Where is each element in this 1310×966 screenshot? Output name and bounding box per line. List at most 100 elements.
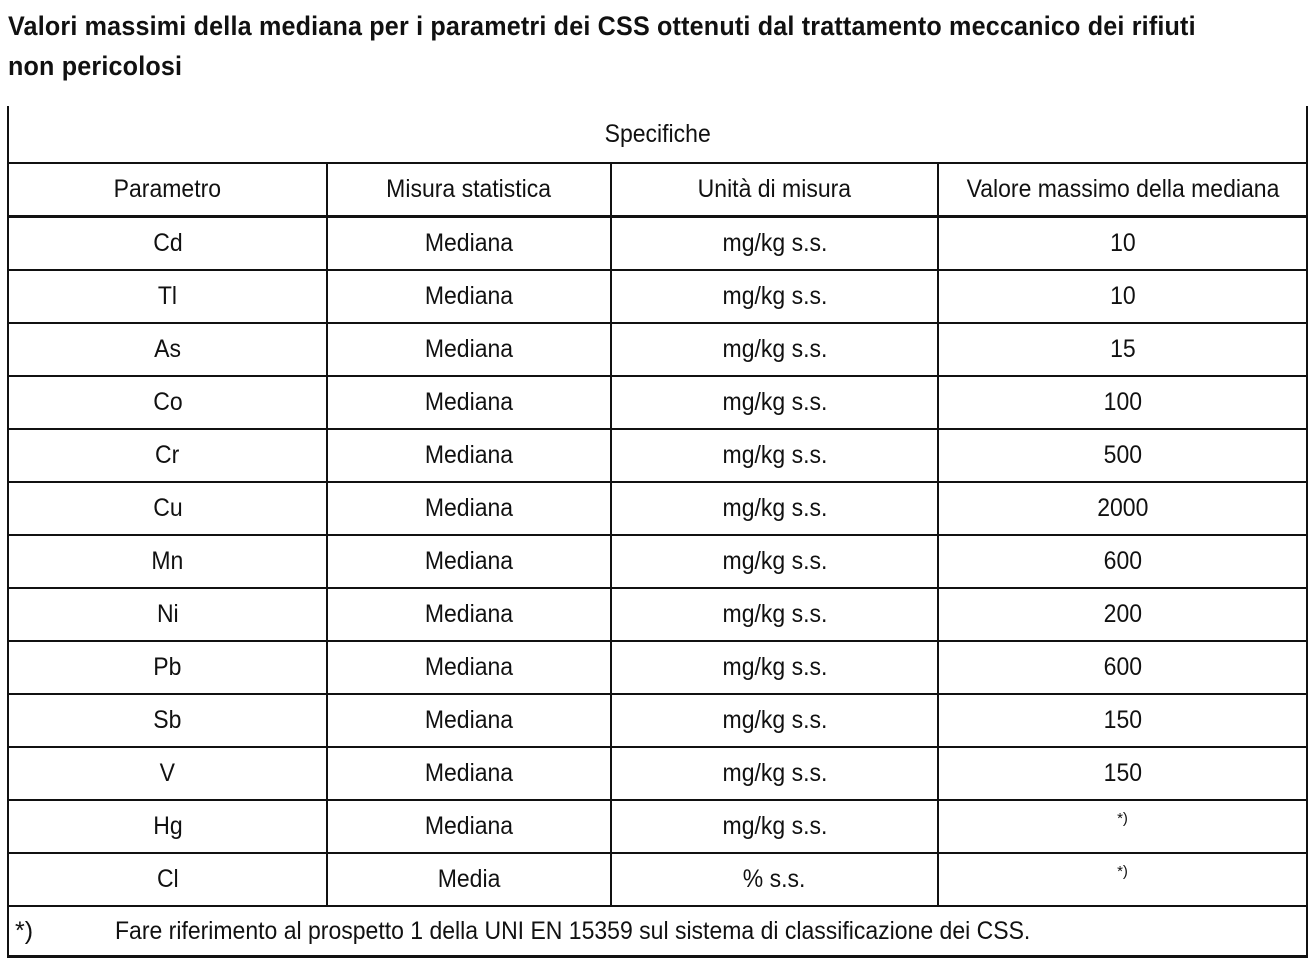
- table-row: Mn Mediana mg/kg s.s. 600: [7, 535, 1309, 589]
- cell-parametro-text: Cu: [152, 494, 183, 522]
- cell-misura-statistica-text: Mediana: [424, 229, 514, 257]
- cell-parametro-text: Pb: [153, 653, 182, 681]
- cell-misura-statistica: Mediana: [326, 323, 612, 377]
- cell-parametro: Tl: [7, 270, 328, 324]
- table-row: Cu Mediana mg/kg s.s. 2000: [7, 482, 1309, 536]
- cell-parametro: Cd: [7, 216, 328, 271]
- cell-parametro-text: Ni: [156, 600, 179, 628]
- table-row: Tl Mediana mg/kg s.s. 10: [7, 270, 1309, 324]
- cell-valore-massimo-text: 600: [1103, 547, 1142, 575]
- cell-valore-massimo: *): [936, 853, 1309, 907]
- cell-valore-massimo-text: 15: [1109, 335, 1136, 363]
- cell-unita-di-misura-text: mg/kg s.s.: [722, 653, 827, 681]
- cell-unita-di-misura: % s.s.: [610, 853, 939, 907]
- cell-valore-massimo: 15: [936, 323, 1309, 377]
- footnote-row: *) Fare riferimento al prospetto 1 della …: [6, 906, 1309, 958]
- cell-unita-di-misura-text: % s.s.: [743, 865, 806, 893]
- cell-unita-di-misura: mg/kg s.s.: [610, 482, 939, 536]
- cell-valore-massimo-text: 500: [1103, 441, 1142, 469]
- cell-unita-di-misura-text: mg/kg s.s.: [722, 335, 827, 363]
- cell-unita-di-misura: mg/kg s.s.: [610, 323, 939, 377]
- cell-parametro-text: Cd: [152, 229, 183, 257]
- cell-unita-di-misura: mg/kg s.s.: [610, 535, 939, 589]
- cell-parametro: Hg: [7, 800, 328, 854]
- cell-misura-statistica: Mediana: [326, 376, 612, 430]
- cell-unita-di-misura-text: mg/kg s.s.: [722, 441, 827, 469]
- cell-parametro-text: Tl: [157, 282, 178, 310]
- cell-misura-statistica-text: Mediana: [424, 335, 514, 363]
- cell-unita-di-misura-text: mg/kg s.s.: [722, 706, 827, 734]
- cell-misura-statistica-text: Mediana: [424, 494, 514, 522]
- cell-parametro-text: Cr: [155, 441, 180, 469]
- cell-misura-statistica-text: Mediana: [424, 706, 514, 734]
- cell-parametro: Pb: [7, 641, 328, 695]
- cell-valore-massimo-text: 10: [1109, 229, 1136, 257]
- table-row: V Mediana mg/kg s.s. 150: [7, 747, 1309, 801]
- cell-misura-statistica: Media: [326, 853, 612, 907]
- cell-unita-di-misura-text: mg/kg s.s.: [722, 547, 827, 575]
- cell-parametro: Cu: [7, 482, 328, 536]
- cell-unita-di-misura: mg/kg s.s.: [610, 800, 939, 854]
- cell-parametro: Co: [7, 376, 328, 430]
- cell-parametro: Mn: [7, 535, 328, 589]
- group-header-row: Specifiche: [6, 106, 1309, 164]
- cell-unita-di-misura: mg/kg s.s.: [610, 270, 939, 324]
- footnote-reference: *): [1117, 863, 1128, 880]
- table-row: Ni Mediana mg/kg s.s. 200: [7, 588, 1309, 642]
- cell-parametro-text: Co: [152, 388, 183, 416]
- cell-valore-massimo: 150: [936, 747, 1309, 801]
- cell-parametro-text: Hg: [152, 812, 183, 840]
- cell-misura-statistica-text: Mediana: [424, 600, 514, 628]
- column-header-valore-massimo: Valore massimo della mediana: [936, 163, 1309, 218]
- cell-misura-statistica: Mediana: [326, 694, 612, 748]
- cell-misura-statistica-text: Mediana: [424, 547, 514, 575]
- cell-misura-statistica: Mediana: [326, 641, 612, 695]
- table-row: Pb Mediana mg/kg s.s. 600: [7, 641, 1309, 695]
- table-row: As Mediana mg/kg s.s. 15: [7, 323, 1309, 377]
- cell-misura-statistica-text: Mediana: [424, 282, 514, 310]
- cell-unita-di-misura: mg/kg s.s.: [610, 641, 939, 695]
- cell-valore-massimo: 10: [936, 216, 1309, 271]
- cell-misura-statistica: Mediana: [326, 482, 612, 536]
- cell-misura-statistica: Mediana: [326, 588, 612, 642]
- column-header-parametro: Parametro: [7, 163, 328, 218]
- cell-valore-massimo: 500: [936, 429, 1309, 483]
- cell-parametro-text: Sb: [153, 706, 182, 734]
- table-row: Cd Mediana mg/kg s.s. 10: [7, 216, 1309, 271]
- cell-parametro: Cl: [7, 853, 328, 907]
- cell-parametro: As: [7, 323, 328, 377]
- cell-valore-massimo-text: 150: [1103, 759, 1142, 787]
- cell-misura-statistica-text: Mediana: [424, 653, 514, 681]
- cell-unita-di-misura: mg/kg s.s.: [610, 216, 939, 271]
- cell-misura-statistica-text: Mediana: [424, 759, 514, 787]
- cell-unita-di-misura: mg/kg s.s.: [610, 376, 939, 430]
- cell-misura-statistica: Mediana: [326, 429, 612, 483]
- cell-misura-statistica: Mediana: [326, 747, 612, 801]
- cell-unita-di-misura-text: mg/kg s.s.: [722, 759, 827, 787]
- document-title: Valori massimi della mediana per i param…: [8, 6, 1217, 86]
- cell-misura-statistica: Mediana: [326, 800, 612, 854]
- cell-valore-massimo-text: 200: [1103, 600, 1142, 628]
- cell-valore-massimo: 150: [936, 694, 1309, 748]
- cell-parametro: V: [7, 747, 328, 801]
- column-header-misura-statistica: Misura statistica: [326, 163, 612, 218]
- cell-valore-massimo-text: 2000: [1096, 494, 1149, 522]
- cell-unita-di-misura-text: mg/kg s.s.: [722, 388, 827, 416]
- cell-misura-statistica-text: Media: [437, 865, 501, 893]
- cell-unita-di-misura: mg/kg s.s.: [610, 747, 939, 801]
- cell-parametro-text: Cl: [156, 865, 179, 893]
- cell-valore-massimo-text: 150: [1103, 706, 1142, 734]
- cell-unita-di-misura-text: mg/kg s.s.: [722, 229, 827, 257]
- specifications-table: Specifiche Parametro Misura statistica U…: [6, 106, 1309, 958]
- cell-valore-massimo-text: 100: [1103, 388, 1142, 416]
- cell-parametro: Ni: [7, 588, 328, 642]
- cell-unita-di-misura: mg/kg s.s.: [610, 694, 939, 748]
- cell-valore-massimo: 600: [936, 535, 1309, 589]
- cell-valore-massimo: 200: [936, 588, 1309, 642]
- cell-valore-massimo: *): [936, 800, 1309, 854]
- table-row: Cr Mediana mg/kg s.s. 500: [7, 429, 1309, 483]
- group-header-specifiche: Specifiche: [6, 106, 1309, 164]
- cell-parametro-text: As: [154, 335, 181, 363]
- table-row: Hg Mediana mg/kg s.s. *): [7, 800, 1309, 854]
- cell-valore-massimo: 10: [936, 270, 1309, 324]
